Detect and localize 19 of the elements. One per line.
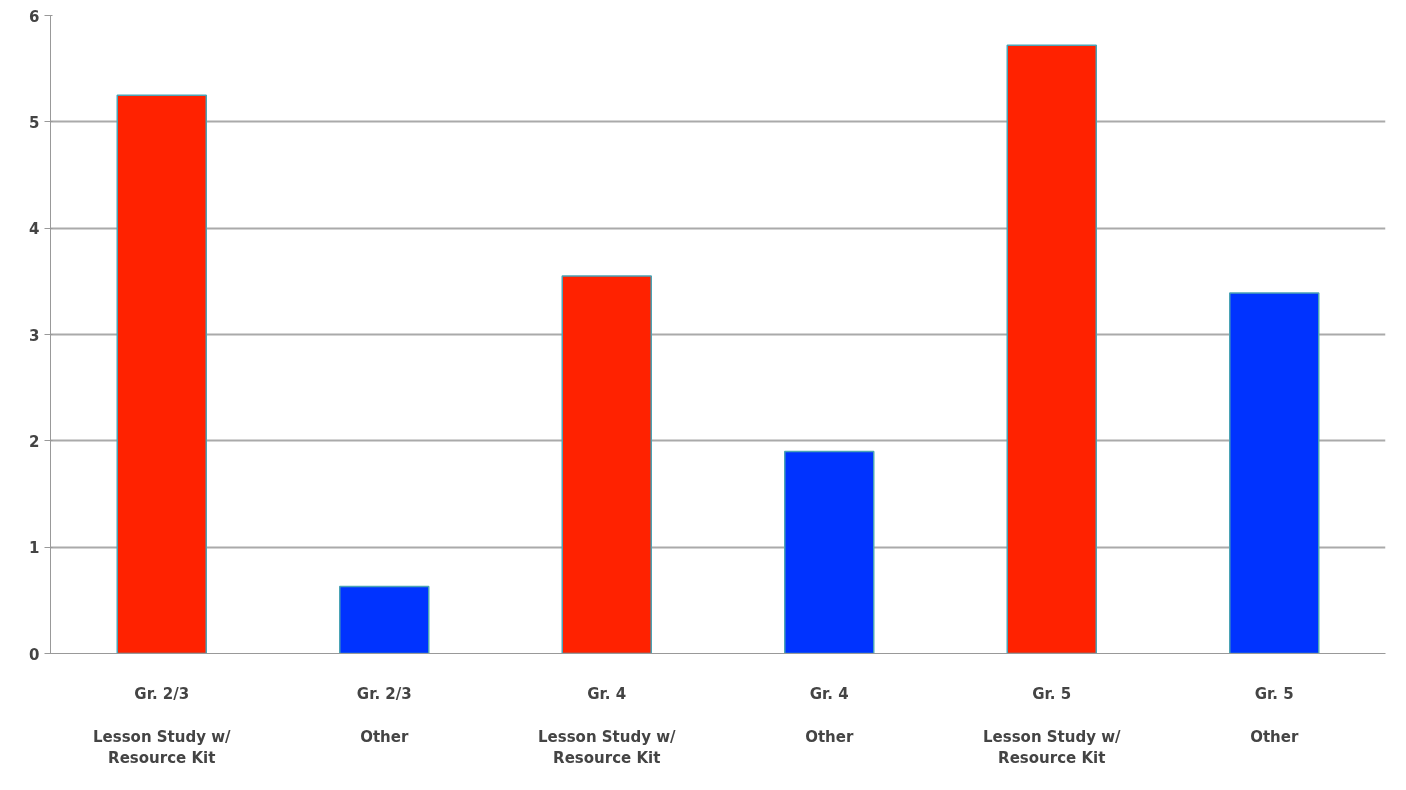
category-label: Gr. 4 Lesson Study w/ Resource Kit	[537, 684, 676, 768]
bar	[1006, 44, 1097, 654]
category-label: Gr. 4 Other	[805, 684, 854, 746]
bar	[339, 585, 430, 654]
bar	[561, 275, 652, 654]
category-label: Gr. 2/3 Other	[356, 684, 412, 746]
category-label: Gr. 5 Lesson Study w/ Resource Kit	[982, 684, 1121, 768]
bar	[784, 450, 875, 654]
bar	[116, 94, 207, 654]
y-tick-label: 2	[29, 432, 40, 451]
y-tick-label: 6	[29, 7, 40, 26]
y-tick-label: 4	[29, 220, 40, 239]
y-tick-label: 1	[29, 539, 40, 558]
y-tick-label: 0	[29, 645, 40, 664]
category-label: Gr. 5 Other	[1250, 684, 1299, 746]
category-label: Gr. 2/3 Lesson Study w/ Resource Kit	[92, 684, 231, 768]
y-tick-label: 5	[29, 113, 40, 132]
y-tick-label: 3	[29, 326, 40, 345]
bar	[1229, 292, 1320, 654]
